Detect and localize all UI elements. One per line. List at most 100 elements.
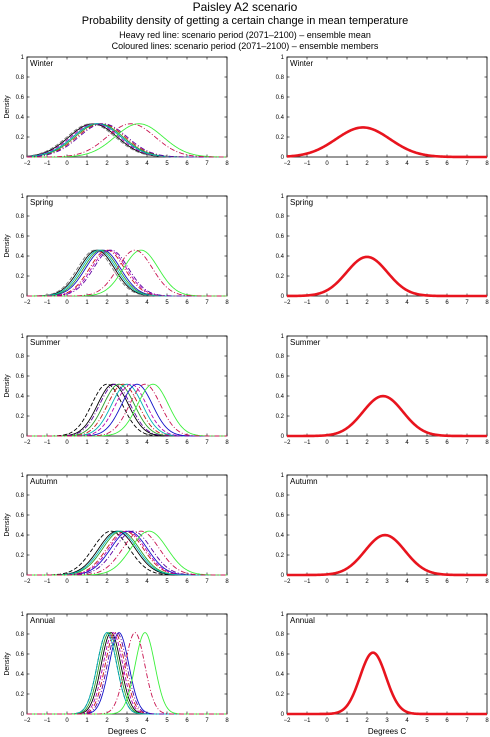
y-tick-label: 0.8 (276, 75, 285, 81)
ensemble-mean-curve (286, 126, 488, 159)
axes-frame (286, 613, 488, 715)
y-tick-label: 0.6 (16, 513, 25, 519)
x-tick-label: 8 (485, 161, 489, 167)
x-tick-label: 0 (65, 718, 69, 724)
legend-note-members: Coloured lines: scenario period (2071–21… (111, 41, 379, 51)
x-tick-label: 4 (145, 718, 149, 724)
y-tick-label: 0.8 (276, 632, 285, 638)
season-label-spring: Spring (30, 198, 53, 207)
ensemble-member-curve-8 (26, 123, 227, 158)
axes-frame (26, 335, 228, 437)
x-tick-label: 0 (325, 718, 329, 724)
winter-mean-panel: −2 −1 0 1 2 3 4 5 6 7 8 0 0.2 0.4 0.6 0.8 1 Winter (276, 55, 490, 167)
x-tick-label: 8 (485, 718, 489, 724)
x-tick-label: 1 (85, 161, 89, 167)
y-tick-label: 0.4 (16, 394, 25, 400)
x-tick-label: 3 (125, 718, 129, 724)
season-label-winter: Winter (30, 59, 53, 68)
ensemble-mean-curve (286, 651, 488, 716)
y-tick-label: 0.2 (276, 135, 285, 141)
axes-frame (286, 474, 488, 576)
y-tick-label: 0 (21, 294, 25, 300)
x-tick-label: −1 (304, 440, 312, 446)
x-tick-label: 5 (425, 161, 429, 167)
axes-frame (26, 474, 228, 576)
x-tick-label: 4 (405, 300, 409, 306)
y-tick-label: 0.4 (276, 672, 285, 678)
x-tick-label: −2 (24, 579, 32, 585)
y-tick-label: 0.8 (16, 632, 25, 638)
y-axis-label: Density (4, 652, 11, 676)
x-axis-label: Degrees C (108, 727, 146, 736)
y-tick-label: 0.8 (16, 354, 25, 360)
x-tick-label: 7 (465, 579, 469, 585)
ensemble-member-curve-7 (26, 123, 227, 158)
x-tick-label: 1 (345, 161, 349, 167)
y-tick-label: 0 (21, 434, 25, 440)
x-tick-label: 3 (385, 718, 389, 724)
y-tick-label: 0.4 (276, 115, 285, 121)
y-tick-label: 0 (281, 573, 285, 579)
y-tick-label: 0.8 (276, 493, 285, 499)
y-axis-label: Density (4, 513, 11, 537)
x-tick-label: 0 (65, 161, 69, 167)
y-tick-label: 0.4 (276, 394, 285, 400)
spring-members-panel: −2 −1 0 1 2 3 4 5 6 7 8 0 0.2 0.4 0.6 0.8 1 Spring Density (4, 194, 229, 306)
autumn-members-panel: −2 −1 0 1 2 3 4 5 6 7 8 0 0.2 0.4 0.6 0.8 1 Autumn Density (4, 473, 229, 585)
x-tick-label: 5 (425, 718, 429, 724)
season-label-annual: Annual (290, 616, 315, 625)
ensemble-member-curve-10 (27, 632, 227, 715)
y-tick-label: 0.8 (16, 493, 25, 499)
x-tick-label: 0 (65, 579, 69, 585)
y-tick-label: 0.2 (276, 274, 285, 280)
season-label-winter: Winter (290, 59, 313, 68)
x-tick-label: 5 (165, 718, 169, 724)
summer-members-panel: −2 −1 0 1 2 3 4 5 6 7 8 0 0.2 0.4 0.6 0.8 1 Summer Density (4, 334, 229, 446)
x-tick-label: 7 (465, 300, 469, 306)
x-tick-label: 2 (365, 161, 369, 167)
x-tick-label: 3 (125, 440, 129, 446)
x-tick-label: 6 (445, 579, 449, 585)
y-tick-label: 0.6 (276, 513, 285, 519)
annual-mean-panel: −2 −1 0 1 2 3 4 5 6 7 8 0 0.2 0.4 0.6 0.8 1 Annual Degrees… (276, 612, 490, 736)
x-tick-label: 4 (405, 161, 409, 167)
x-tick-label: 1 (345, 440, 349, 446)
x-axis-label: Degrees C (368, 727, 406, 736)
x-tick-label: 1 (85, 300, 89, 306)
x-tick-label: −1 (304, 579, 312, 585)
ensemble-member-curve-6 (26, 123, 227, 158)
x-tick-label: 3 (385, 300, 389, 306)
y-tick-label: 1 (281, 55, 285, 61)
x-tick-label: 1 (85, 718, 89, 724)
ensemble-member-curve-10 (27, 123, 227, 158)
season-label-annual: Annual (30, 616, 55, 625)
y-tick-label: 0.6 (16, 95, 25, 101)
x-tick-label: 4 (145, 579, 149, 585)
x-tick-label: 4 (405, 579, 409, 585)
x-tick-label: 6 (185, 161, 189, 167)
x-tick-label: −1 (44, 161, 52, 167)
x-tick-label: 6 (445, 718, 449, 724)
x-tick-label: −1 (44, 579, 52, 585)
annual-members-panel: −2 −1 0 1 2 3 4 5 6 7 8 0 0.2 0.4 0.6 0.8 1 Annual Density… (4, 612, 229, 736)
axes-frame (286, 195, 488, 297)
x-tick-label: 1 (85, 440, 89, 446)
ensemble-member-curve-1 (27, 530, 227, 576)
x-tick-label: 1 (345, 579, 349, 585)
x-tick-label: 7 (205, 300, 209, 306)
ensemble-mean-curve (286, 533, 488, 577)
y-tick-label: 0 (281, 434, 285, 440)
x-tick-label: 2 (105, 579, 109, 585)
y-tick-label: 1 (21, 612, 25, 618)
x-tick-label: 6 (445, 440, 449, 446)
x-tick-label: 2 (105, 161, 109, 167)
legend-note-mean: Heavy red line: scenario period (2071–21… (119, 30, 371, 40)
x-tick-label: 8 (225, 300, 229, 306)
y-tick-label: 0.2 (276, 692, 285, 698)
x-tick-label: 0 (325, 161, 329, 167)
x-tick-label: −2 (284, 300, 292, 306)
y-tick-label: 0.6 (276, 652, 285, 658)
ensemble-member-curve-10 (27, 383, 227, 437)
x-tick-label: 3 (125, 300, 129, 306)
